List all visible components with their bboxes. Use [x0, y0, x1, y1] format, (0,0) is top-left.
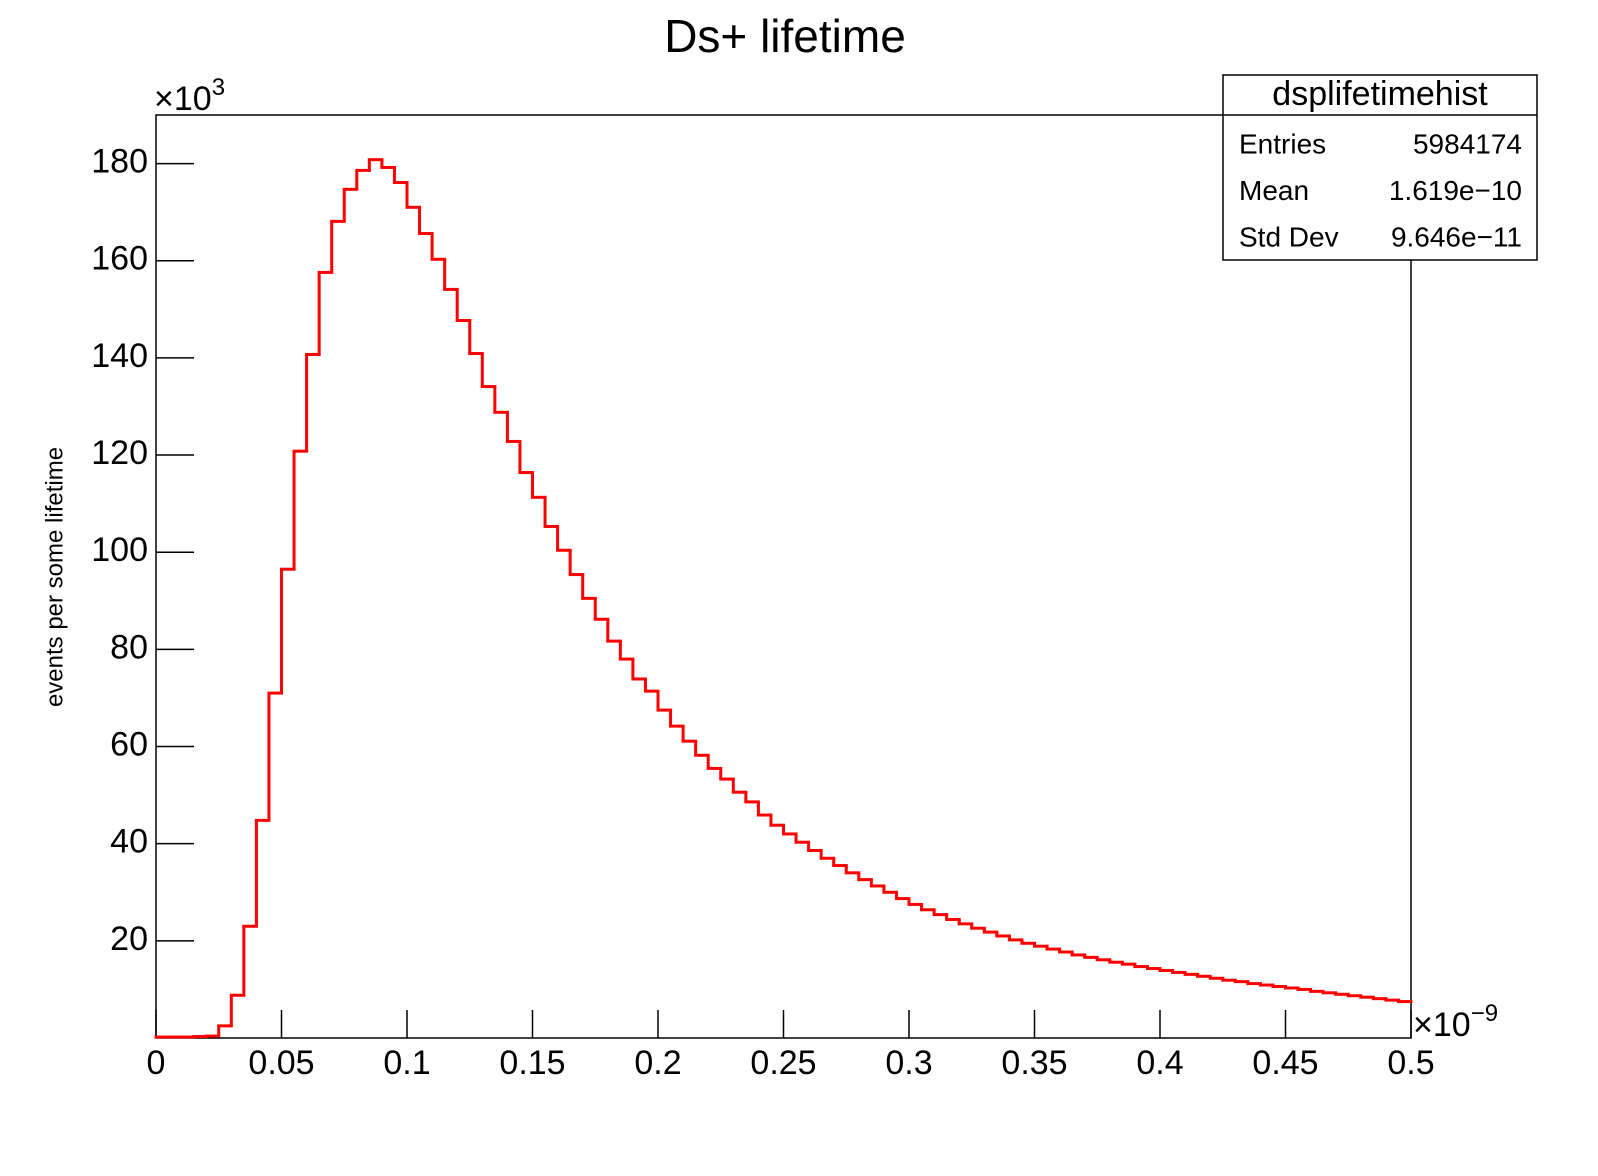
x-multiplier: ×10−9 — [1413, 1000, 1498, 1044]
stats-value: 1.619e−10 — [1389, 175, 1522, 206]
y-tick-label: 140 — [91, 337, 148, 375]
stats-label: Mean — [1239, 175, 1309, 206]
y-tick-label: 40 — [110, 823, 148, 861]
x-tick-label: 0 — [147, 1044, 166, 1082]
stats-frame — [1222, 74, 1538, 261]
x-tick-label: 0.15 — [499, 1044, 565, 1082]
x-multiplier-base: ×10 — [1413, 1006, 1471, 1044]
x-tick-label: 0.35 — [1001, 1044, 1067, 1082]
y-tick-label: 60 — [110, 726, 148, 764]
x-tick-label: 0.1 — [383, 1044, 430, 1082]
y-tick-label: 20 — [110, 920, 148, 958]
y-tick-label: 80 — [110, 628, 148, 666]
x-tick-label: 0.2 — [634, 1044, 681, 1082]
x-tick-label: 0.45 — [1252, 1044, 1318, 1082]
chart-title: Ds+ lifetime — [664, 10, 906, 62]
stats-title: dsplifetimehist — [1272, 75, 1488, 113]
y-multiplier-exponent: 3 — [212, 74, 225, 101]
stats-value: 5984174 — [1413, 128, 1522, 159]
stats-value: 9.646e−11 — [1391, 221, 1522, 252]
y-tick-label: 160 — [91, 240, 148, 278]
x-tick-label: 0.3 — [885, 1044, 932, 1082]
y-tick-label: 120 — [91, 434, 148, 472]
y-tick-label: 180 — [91, 143, 148, 181]
y-tick-label: 100 — [91, 531, 148, 569]
stats-label: Entries — [1239, 128, 1326, 159]
stats-label: Std Dev — [1239, 221, 1339, 252]
x-multiplier-exponent: −9 — [1471, 1000, 1498, 1027]
x-tick-label: 0.4 — [1136, 1044, 1183, 1082]
y-multiplier: ×103 — [154, 74, 225, 118]
y-multiplier-base: ×10 — [154, 80, 212, 118]
stats-box: dsplifetimehist Entries 5984174 Mean 1.619e… — [1222, 74, 1538, 261]
x-tick-label: 0.05 — [248, 1044, 314, 1082]
x-tick-label: 0.5 — [1387, 1044, 1434, 1082]
y-axis-label: events per some lifetime — [41, 447, 68, 707]
x-tick-label: 0.25 — [750, 1044, 816, 1082]
